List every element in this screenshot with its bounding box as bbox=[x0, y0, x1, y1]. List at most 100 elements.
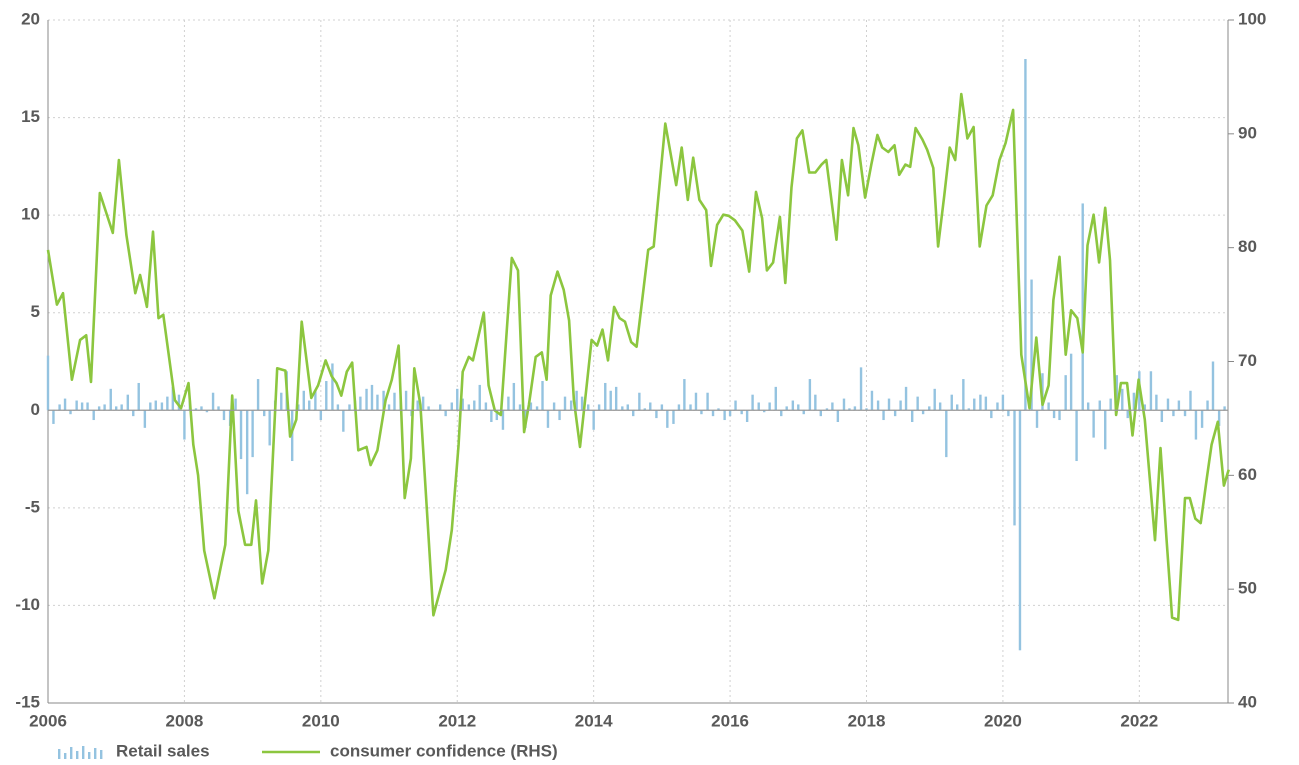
y2-tick-label: 50 bbox=[1238, 579, 1257, 598]
x-tick-label: 2022 bbox=[1120, 711, 1158, 730]
y2-tick-label: 100 bbox=[1238, 9, 1266, 28]
legend-icon bbox=[88, 752, 91, 759]
bar bbox=[717, 408, 720, 411]
bar bbox=[1092, 410, 1095, 438]
x-tick-label: 2014 bbox=[575, 711, 613, 730]
bar bbox=[962, 379, 965, 411]
y-tick-label: 15 bbox=[21, 107, 40, 126]
bar bbox=[1126, 410, 1129, 419]
bar bbox=[205, 410, 209, 413]
bar bbox=[120, 404, 123, 411]
y2-tick-label: 80 bbox=[1238, 237, 1257, 256]
y2-tick-label: 40 bbox=[1238, 692, 1257, 711]
bar bbox=[979, 394, 982, 411]
bar bbox=[638, 392, 641, 411]
bar bbox=[762, 410, 766, 413]
bar bbox=[967, 408, 971, 411]
bar bbox=[711, 410, 715, 417]
bar bbox=[740, 410, 743, 415]
bar bbox=[256, 379, 260, 411]
bar bbox=[319, 410, 323, 421]
bar bbox=[1172, 410, 1175, 417]
bar bbox=[842, 398, 846, 411]
x-tick-label: 2008 bbox=[166, 711, 204, 730]
bar bbox=[183, 410, 186, 440]
bar bbox=[393, 392, 396, 411]
bar bbox=[1081, 203, 1084, 411]
bar bbox=[149, 402, 152, 411]
bar bbox=[853, 406, 857, 411]
bar bbox=[507, 396, 510, 411]
bar bbox=[1177, 400, 1181, 411]
bar bbox=[427, 406, 430, 411]
bar bbox=[723, 410, 726, 421]
bar bbox=[751, 394, 754, 411]
bar bbox=[376, 394, 379, 411]
x-tick-label: 2020 bbox=[984, 711, 1022, 730]
y-tick-label: -15 bbox=[15, 692, 40, 711]
bar bbox=[700, 410, 703, 415]
bar bbox=[774, 386, 777, 411]
bar bbox=[956, 404, 959, 411]
bar bbox=[1132, 392, 1136, 411]
legend-icon bbox=[64, 753, 67, 759]
bar bbox=[677, 404, 681, 411]
bar bbox=[529, 402, 533, 411]
bar bbox=[802, 410, 805, 415]
legend-icon bbox=[82, 746, 85, 759]
bar bbox=[512, 382, 516, 411]
bar bbox=[1155, 394, 1158, 411]
bar bbox=[1052, 410, 1056, 419]
y-tick-label: -10 bbox=[15, 595, 40, 614]
bar bbox=[1035, 410, 1039, 428]
bar bbox=[370, 384, 374, 411]
bar bbox=[166, 396, 169, 411]
bar bbox=[597, 404, 601, 411]
bar bbox=[848, 408, 851, 411]
bar bbox=[945, 410, 948, 458]
y2-tick-label: 70 bbox=[1238, 351, 1257, 370]
y-tick-label: 0 bbox=[31, 400, 40, 419]
bar bbox=[535, 406, 539, 411]
bar bbox=[552, 402, 556, 411]
bar bbox=[672, 410, 675, 424]
bar bbox=[450, 402, 453, 411]
bar bbox=[546, 410, 550, 428]
bar bbox=[92, 410, 95, 421]
bar bbox=[438, 404, 442, 411]
bar bbox=[683, 379, 686, 411]
y-tick-label: 10 bbox=[21, 205, 40, 224]
x-tick-label: 2010 bbox=[302, 711, 340, 730]
bar bbox=[791, 400, 795, 411]
legend-icon bbox=[70, 747, 73, 759]
bar bbox=[1143, 404, 1146, 411]
bar bbox=[211, 392, 215, 411]
bar bbox=[893, 410, 897, 417]
bar bbox=[836, 410, 840, 422]
bar bbox=[1047, 402, 1050, 411]
bar bbox=[1183, 410, 1187, 417]
bar bbox=[904, 386, 908, 411]
bar bbox=[222, 410, 226, 421]
bar bbox=[46, 355, 50, 411]
bar bbox=[694, 392, 698, 411]
bar bbox=[933, 388, 936, 411]
bar bbox=[1018, 410, 1022, 651]
bar bbox=[928, 406, 931, 411]
bar bbox=[626, 404, 629, 411]
bar bbox=[501, 410, 505, 430]
x-tick-label: 2012 bbox=[438, 711, 476, 730]
bar bbox=[478, 384, 481, 411]
bar bbox=[1098, 400, 1101, 411]
bar bbox=[109, 388, 112, 411]
bar bbox=[200, 406, 203, 411]
bar bbox=[1189, 390, 1192, 411]
bar bbox=[1104, 410, 1107, 450]
bar bbox=[563, 396, 567, 411]
bar bbox=[569, 400, 573, 411]
bar bbox=[921, 410, 925, 415]
bar bbox=[666, 410, 669, 428]
bar bbox=[655, 410, 658, 419]
legend-icon bbox=[58, 749, 61, 759]
